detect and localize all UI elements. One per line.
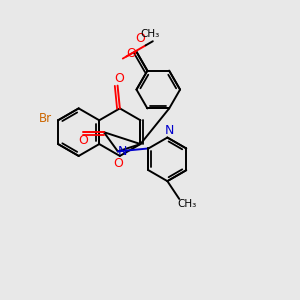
Text: O: O bbox=[78, 134, 88, 147]
Text: N: N bbox=[118, 145, 128, 158]
Text: CH₃: CH₃ bbox=[140, 29, 160, 39]
Text: O: O bbox=[115, 72, 124, 85]
Text: O: O bbox=[126, 47, 136, 60]
Text: Br: Br bbox=[39, 112, 52, 125]
Text: O: O bbox=[136, 32, 146, 45]
Text: N: N bbox=[165, 124, 174, 137]
Text: CH₃: CH₃ bbox=[178, 199, 197, 209]
Text: O: O bbox=[113, 158, 123, 170]
